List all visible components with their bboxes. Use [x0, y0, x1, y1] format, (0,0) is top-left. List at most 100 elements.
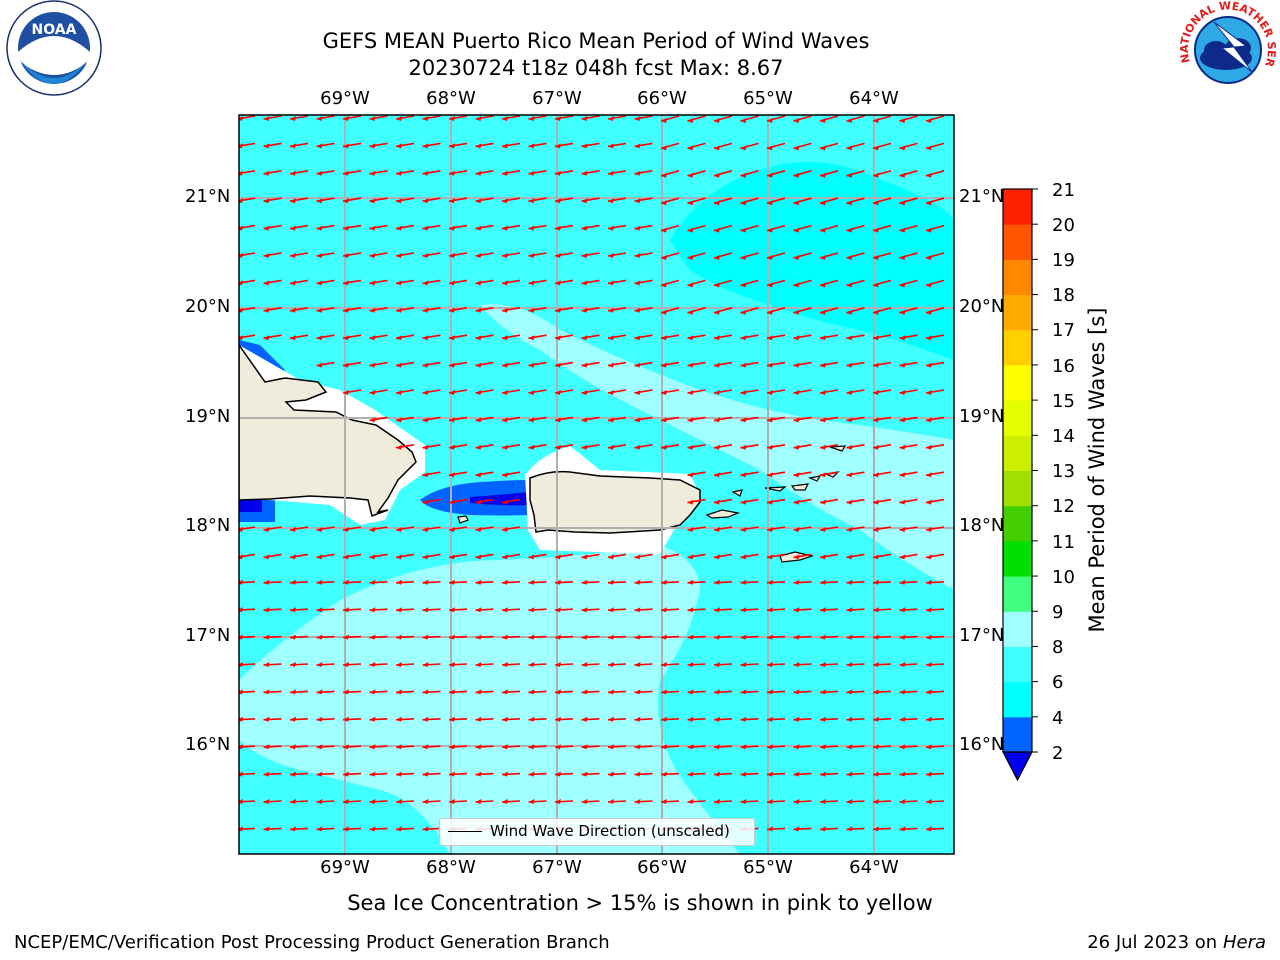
wind-wave-arrow [528, 607, 547, 613]
culebra-land [731, 489, 743, 497]
colorbar-swatch [1003, 470, 1032, 507]
wind-wave-arrow [289, 689, 309, 695]
wind-wave-arrow [289, 579, 309, 585]
wind-wave-arrow [316, 689, 335, 695]
wind-wave-arrow [872, 634, 892, 640]
wind-wave-arrow [607, 744, 627, 750]
wind-wave-arrow [316, 771, 335, 777]
chart-title: GEFS MEAN Puerto Rico Mean Period of Win… [322, 29, 870, 53]
wind-wave-arrow [395, 197, 415, 204]
wind-wave-arrow [475, 361, 494, 368]
wind-wave-arrow [846, 716, 865, 722]
wind-wave-arrow [289, 279, 309, 286]
map-legend: Wind Wave Direction (unscaled) [439, 818, 755, 846]
wind-wave-arrow [554, 771, 574, 777]
wind-wave-arrow [239, 771, 256, 777]
wind-wave-arrow [713, 471, 733, 478]
wind-wave-arrow [687, 579, 706, 585]
colorbar-swatch [1003, 364, 1032, 401]
wind-wave-arrow [475, 744, 494, 750]
wind-wave-arrow [846, 389, 865, 395]
wind-wave-arrow [713, 279, 733, 288]
wind-wave-arrow [448, 526, 468, 532]
st-thomas-land [764, 486, 787, 492]
wind-wave-arrow [766, 115, 786, 123]
wind-wave-arrow [422, 826, 441, 832]
wind-wave-arrow [846, 607, 865, 613]
map-frame [238, 114, 955, 855]
wind-wave-arrow [713, 498, 733, 505]
wind-wave-arrow [528, 334, 547, 341]
wind-wave-arrow [899, 361, 918, 368]
wind-wave-arrow [501, 170, 521, 176]
wind-wave-arrow [395, 142, 415, 149]
wind-wave-arrow [369, 634, 388, 640]
wind-wave-arrow [289, 526, 309, 532]
wind-wave-arrow [316, 526, 335, 532]
lat-label-left: 18°N [185, 515, 231, 536]
wind-wave-arrow [395, 416, 415, 423]
wind-wave-arrow [448, 579, 468, 585]
lon-label-top: 69°W [320, 88, 370, 109]
wind-wave-arrow [713, 361, 733, 368]
wind-wave-arrow [501, 361, 521, 368]
wind-wave-arrow [660, 142, 680, 151]
wind-wave-arrow [819, 579, 839, 585]
footer-date-text: 26 Jul 2023 on [1087, 932, 1223, 953]
wind-wave-arrow [475, 197, 494, 204]
wind-wave-arrow [793, 307, 812, 315]
wind-wave-arrow [342, 826, 362, 832]
wind-wave-arrow [660, 416, 680, 423]
wind-wave-arrow [899, 444, 918, 450]
lat-label-right: 20°N [959, 296, 1005, 317]
wind-wave-arrow [766, 170, 786, 178]
wind-wave-arrow [581, 744, 600, 750]
wind-wave-arrow [766, 498, 786, 505]
colorbar-swatch [1003, 259, 1032, 296]
colorbar-swatch [1003, 329, 1032, 366]
wind-wave-arrow [501, 771, 521, 777]
wind-wave-arrow [925, 307, 945, 315]
colorbar-swatch [1003, 189, 1032, 225]
wind-wave-arrow [819, 252, 839, 260]
wind-wave-arrow [846, 826, 865, 832]
wind-wave-arrow [528, 689, 547, 695]
wind-wave-arrow [687, 115, 706, 123]
wind-wave-arrow [395, 334, 415, 341]
colorbar-tick-label: 20 [1052, 215, 1075, 236]
wind-wave-arrow [872, 579, 892, 585]
wind-wave-arrow [607, 579, 627, 585]
wind-wave-arrow [740, 197, 759, 206]
wind-wave-arrow [819, 744, 839, 750]
wind-wave-arrow [289, 334, 309, 341]
wind-wave-arrow [713, 252, 733, 260]
wind-wave-arrow [422, 526, 441, 532]
wind-wave-arrow [289, 553, 309, 560]
wind-wave-arrow [899, 334, 918, 341]
noaa-logo: NOAA [6, 0, 102, 96]
wind-wave-arrow [369, 689, 388, 695]
wind-wave-arrow [263, 689, 282, 695]
wind-wave-arrow [422, 416, 441, 423]
wind-wave-arrow [581, 361, 600, 368]
wind-wave-arrow [448, 416, 468, 423]
wind-wave-arrow [713, 744, 733, 750]
wind-wave-arrow [554, 252, 574, 258]
tortola-land [790, 483, 810, 491]
wind-wave-arrow [687, 444, 706, 450]
wind-wave-arrow [899, 498, 918, 505]
wind-wave-arrow [528, 279, 547, 286]
wind-wave-arrow [475, 471, 494, 478]
wind-wave-arrow [846, 689, 865, 695]
wind-wave-arrow [687, 634, 706, 640]
wind-wave-arrow [342, 224, 362, 231]
wind-wave-arrow [501, 416, 521, 423]
wind-wave-arrow [554, 279, 574, 286]
wind-wave-arrow [342, 170, 362, 176]
wind-wave-arrow [899, 553, 918, 560]
wind-wave-arrow [369, 224, 388, 231]
wind-wave-arrow [819, 799, 839, 804]
wind-wave-arrow [687, 716, 706, 722]
wind-wave-arrow [395, 279, 415, 286]
wind-wave-arrow [263, 662, 282, 667]
